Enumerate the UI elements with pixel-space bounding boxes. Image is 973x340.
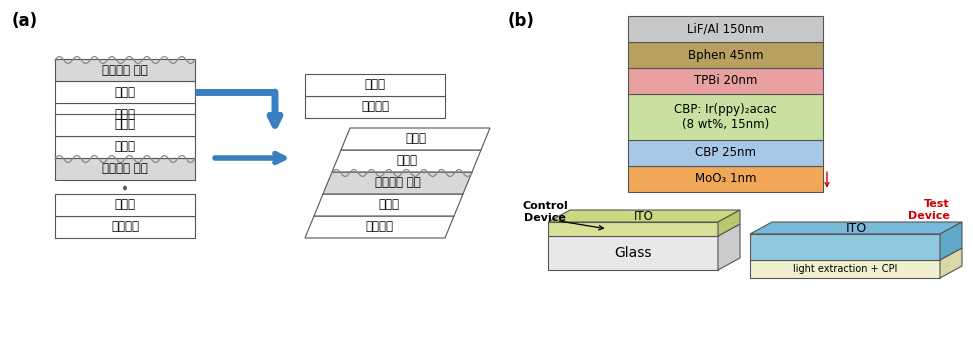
Text: MoO₃ 1nm: MoO₃ 1nm [695, 172, 756, 186]
Bar [55, 194, 195, 216]
Text: Test
Device: Test Device [908, 199, 950, 221]
Text: 박리층: 박리층 [115, 140, 135, 153]
Text: CBP 25nm: CBP 25nm [695, 147, 756, 159]
Polygon shape [718, 224, 740, 270]
Text: 임시기판: 임시기판 [366, 221, 393, 234]
Text: 접착층: 접착층 [115, 199, 135, 211]
Text: 모기판: 모기판 [115, 107, 135, 120]
Bar [628, 140, 823, 166]
Text: CBP: Ir(ppy)₂acac
(8 wt%, 15nm): CBP: Ir(ppy)₂acac (8 wt%, 15nm) [674, 103, 776, 131]
Bar [55, 114, 195, 136]
Polygon shape [314, 194, 463, 216]
Text: 모기판: 모기판 [115, 119, 135, 132]
Text: Control
Device: Control Device [523, 201, 568, 223]
Bar [305, 96, 445, 118]
Bar [55, 158, 195, 180]
Text: ITO: ITO [846, 221, 867, 235]
Polygon shape [940, 222, 962, 260]
Bar [55, 59, 195, 81]
Polygon shape [750, 248, 962, 260]
Bar [55, 136, 195, 158]
Text: (b): (b) [508, 12, 535, 30]
Text: 플렉셔블 기판: 플렉셔블 기판 [102, 163, 148, 175]
Text: TPBi 20nm: TPBi 20nm [694, 74, 757, 87]
Text: 박리층: 박리층 [115, 85, 135, 99]
Bar [628, 42, 823, 68]
Polygon shape [940, 248, 962, 278]
Text: 접착층: 접착층 [378, 199, 399, 211]
Text: light extraction + CPI: light extraction + CPI [793, 264, 897, 274]
Text: 박리층: 박리층 [396, 154, 417, 168]
Polygon shape [718, 210, 740, 236]
Text: LiF/Al 150nm: LiF/Al 150nm [687, 22, 764, 35]
Polygon shape [332, 150, 481, 172]
Text: 임시기판: 임시기판 [111, 221, 139, 234]
Polygon shape [750, 222, 962, 234]
Polygon shape [323, 172, 472, 194]
Bar [55, 103, 195, 125]
Text: 모기판: 모기판 [405, 133, 426, 146]
Bar [628, 16, 823, 42]
Polygon shape [548, 210, 740, 222]
Text: ITO: ITO [634, 209, 654, 222]
Polygon shape [750, 260, 940, 278]
Polygon shape [305, 216, 454, 238]
Polygon shape [548, 222, 718, 236]
Polygon shape [750, 234, 940, 260]
Bar [305, 74, 445, 96]
Bar [55, 216, 195, 238]
Text: 플렉셔블 기판: 플렉셔블 기판 [375, 176, 420, 189]
Polygon shape [548, 224, 740, 236]
Text: 플렉셔블 기판: 플렉셔블 기판 [102, 64, 148, 76]
Text: 임시기판: 임시기판 [361, 101, 389, 114]
Bar [628, 94, 823, 140]
Text: 접착층: 접착층 [365, 79, 385, 91]
Text: (a): (a) [12, 12, 38, 30]
Bar [628, 166, 823, 192]
Bar [55, 81, 195, 103]
Polygon shape [341, 128, 490, 150]
Bar [628, 68, 823, 94]
Text: Glass: Glass [614, 246, 652, 260]
Polygon shape [548, 236, 718, 270]
Text: Bphen 45nm: Bphen 45nm [688, 49, 763, 62]
